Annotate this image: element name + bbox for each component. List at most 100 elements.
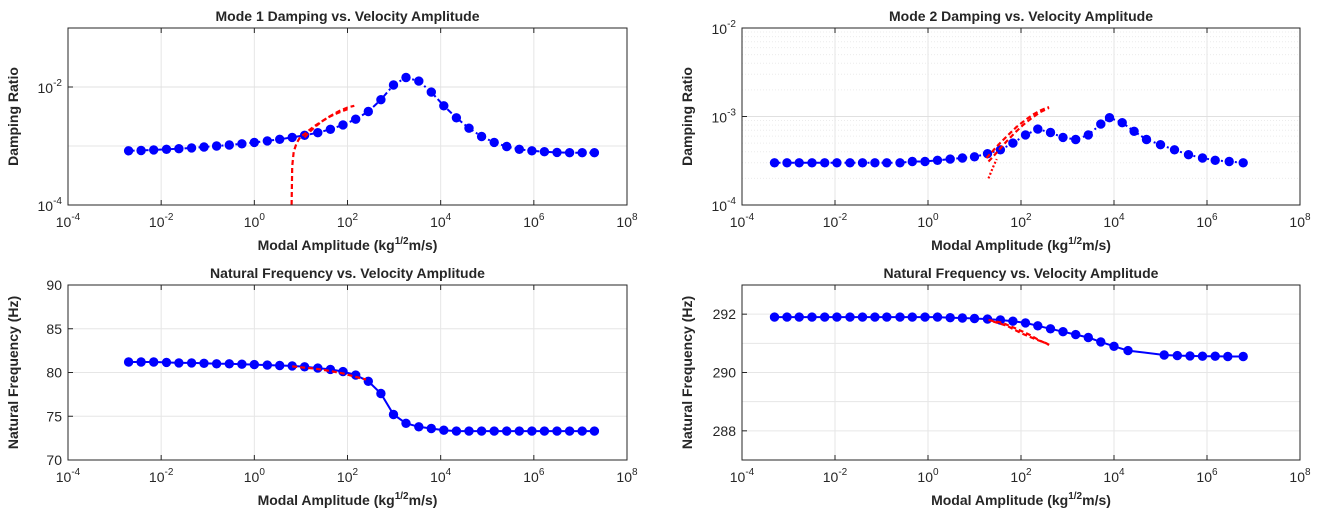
series-line [987, 158, 998, 179]
data-point [1083, 332, 1094, 343]
data-point [174, 144, 184, 154]
data-point [426, 87, 436, 97]
series-1 [769, 113, 1248, 168]
data-point [174, 358, 184, 368]
data-point [589, 148, 600, 158]
x-tick-label: 108 [1289, 212, 1311, 230]
data-point [539, 147, 550, 157]
y-tick-label: 10-2 [712, 19, 737, 37]
data-point [807, 158, 817, 168]
y-axis-label: Damping Ratio [679, 67, 695, 166]
y-tick-label: 75 [46, 408, 62, 424]
y-tick-label: 10-3 [712, 108, 737, 126]
x-tick-label: 10-4 [730, 467, 755, 485]
x-tick-label: 10-2 [823, 212, 848, 230]
data-point [1197, 351, 1208, 361]
data-point [794, 312, 804, 322]
y-tick-label: 10-4 [38, 196, 63, 214]
data-point [845, 312, 855, 322]
data-point [920, 156, 930, 167]
data-point [1071, 329, 1081, 340]
data-point [564, 426, 575, 436]
x-tick-label: 104 [1103, 212, 1125, 230]
subplot-3: 10-4 10-2 100 102 104 106 108 70 75 80 85 90 Natural… [5, 265, 638, 508]
data-point [211, 141, 222, 151]
x-tick-label: 106 [523, 467, 545, 485]
data-point [502, 426, 512, 436]
data-point [957, 313, 968, 323]
data-point [313, 128, 323, 138]
subplot-4: 10-4 10-2 100 102 104 106 108 288 290 292 Natural … [679, 265, 1311, 508]
data-point [489, 426, 499, 436]
data-point [123, 146, 134, 156]
data-point [1020, 318, 1031, 328]
data-point [969, 152, 980, 162]
x-tick-label: 10-2 [149, 467, 174, 485]
data-point [552, 426, 562, 436]
data-point [439, 425, 449, 435]
data-point [1058, 327, 1068, 337]
series-2 [290, 108, 348, 205]
data-point [136, 145, 146, 156]
series-2 [292, 365, 367, 381]
y-tick-label: 290 [713, 365, 737, 381]
x-tick-label: 10-4 [730, 212, 755, 230]
series-line [290, 108, 348, 205]
y-tick-label: 288 [713, 423, 737, 439]
series-3 [303, 104, 355, 139]
x-tick-label: 10-4 [56, 212, 81, 230]
data-point [957, 153, 968, 163]
data-point [552, 147, 562, 158]
x-tick-label: 108 [616, 467, 638, 485]
subplot-1: 10-4 10-2 100 102 104 106 108 10-4 10-2 Mode 1 Da… [5, 8, 638, 253]
data-point [199, 358, 209, 368]
x-tick-label: 106 [1196, 467, 1218, 485]
data-point [1104, 113, 1115, 123]
data-point [982, 314, 993, 324]
x-tick-label: 108 [1289, 467, 1311, 485]
x-tick-label: 102 [337, 212, 359, 230]
series-line [987, 106, 1050, 163]
data-point [932, 312, 943, 322]
data-point [882, 312, 892, 322]
data-point [564, 148, 575, 158]
data-point [388, 409, 399, 420]
x-axis-label: Modal Amplitude (kg1/2m/s) [258, 236, 438, 253]
data-point [401, 418, 411, 428]
x-axis-label: Modal Amplitude (kg1/2m/s) [931, 491, 1111, 508]
data-point [1155, 140, 1166, 150]
data-point [1238, 351, 1248, 362]
data-point [769, 158, 780, 168]
data-point [426, 423, 436, 434]
data-point [1183, 150, 1194, 160]
data-point [123, 357, 134, 367]
data-point [262, 360, 272, 370]
data-point [907, 156, 917, 167]
data-point [845, 158, 855, 168]
data-point [589, 426, 600, 436]
data-point [1223, 351, 1233, 362]
data-point [769, 312, 780, 322]
data-point [527, 426, 537, 436]
x-tick-label: 104 [430, 212, 452, 230]
x-tick-label: 108 [616, 212, 638, 230]
data-point [1020, 130, 1031, 140]
data-point [945, 154, 955, 164]
data-point [1033, 124, 1043, 134]
data-point [401, 72, 411, 83]
y-tick-label: 85 [46, 321, 62, 337]
data-point [857, 312, 868, 322]
data-point [136, 357, 146, 367]
series-2 [985, 105, 1050, 159]
subplot-title: Mode 1 Damping vs. Velocity Amplitude [216, 8, 480, 24]
data-point [932, 155, 943, 166]
data-point [907, 312, 917, 322]
data-point [237, 139, 247, 149]
x-axis-label: Modal Amplitude (kg1/2m/s) [931, 236, 1111, 253]
data-point [945, 313, 955, 323]
data-point [832, 312, 842, 322]
subplot-title: Mode 2 Damping vs. Velocity Amplitude [889, 8, 1153, 24]
x-tick-label: 100 [917, 212, 939, 230]
data-point [1109, 341, 1119, 351]
x-axis-label: Modal Amplitude (kg1/2m/s) [258, 491, 438, 508]
